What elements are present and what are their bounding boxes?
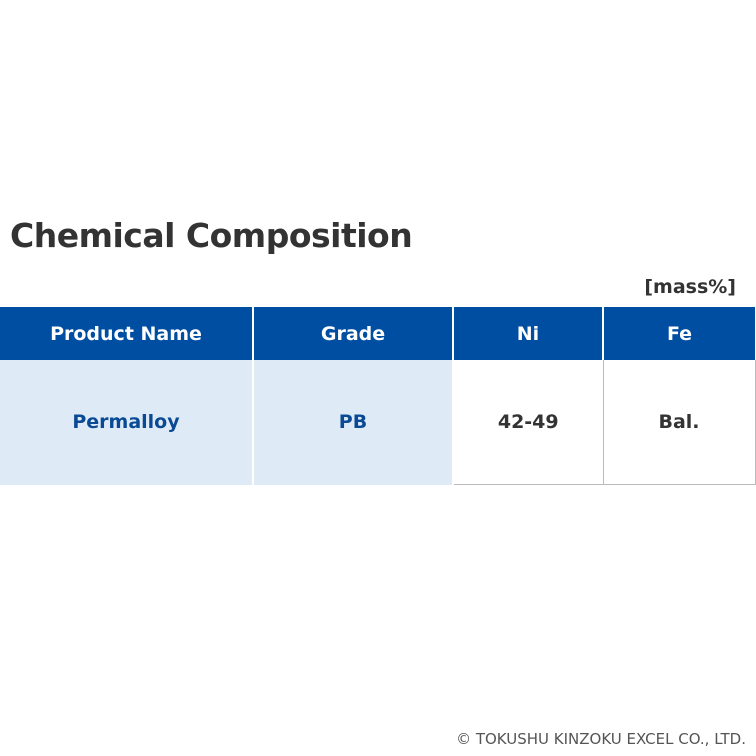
header-cell: Fe	[603, 307, 755, 360]
header-row: Product Name Grade Ni Fe	[0, 307, 755, 360]
cell: 42-49	[452, 360, 604, 485]
composition-table: Product Name Grade Ni Fe Permalloy PB 42…	[0, 307, 756, 485]
title: Chemical Composition	[10, 216, 413, 255]
cell: Bal.	[602, 360, 756, 485]
cell: PB	[253, 360, 454, 485]
unit: [mass%]	[644, 276, 736, 298]
header-cell: Product Name	[0, 307, 254, 360]
header-cell: Ni	[453, 307, 604, 360]
cell: Permalloy	[0, 360, 254, 485]
header-cell: Grade	[253, 307, 454, 360]
footer: © TOKUSHU KINZOKU EXCEL CO., LTD.	[456, 730, 746, 748]
data-row: Permalloy PB 42-49 Bal.	[0, 360, 756, 485]
